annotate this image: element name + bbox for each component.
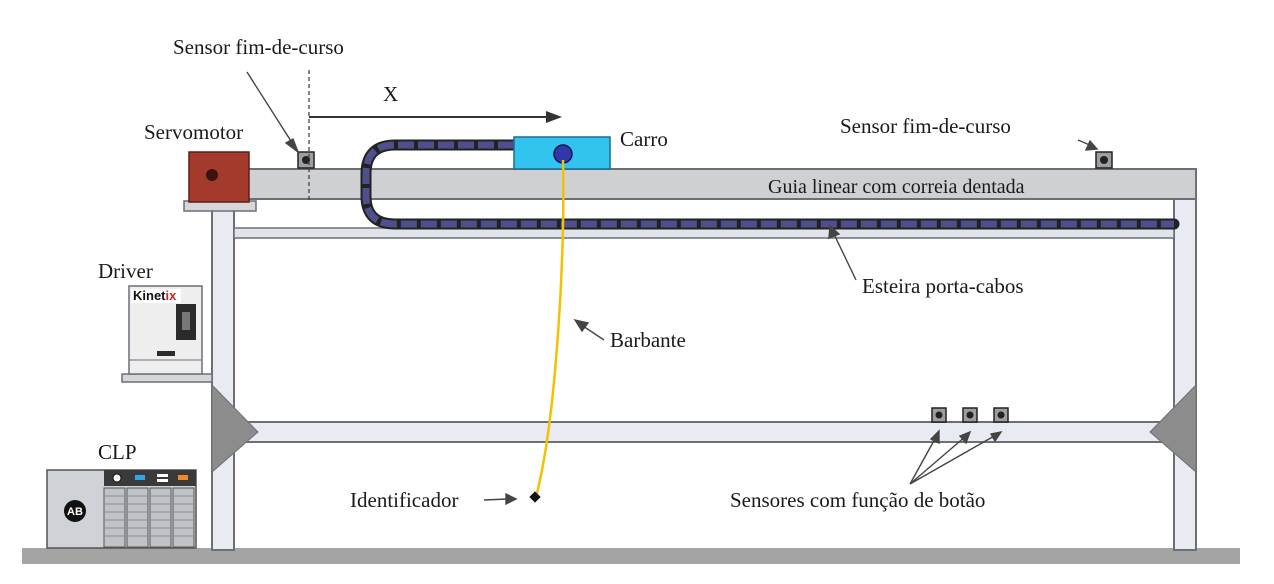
driver-connector [157, 351, 175, 356]
label-sensor-right: Sensor fim-de-curso [840, 114, 1011, 138]
clp-led-blue [135, 475, 145, 480]
label-carro: Carro [620, 127, 668, 151]
clp-dial-icon [112, 473, 122, 483]
clp-led-orange [178, 475, 188, 480]
driver-display-inner [182, 312, 190, 330]
label-x: X [383, 82, 398, 106]
button-sensor-3-dot [997, 411, 1005, 419]
left-post [211, 169, 235, 551]
barbante-string [534, 159, 565, 498]
clp-module-slots [103, 487, 195, 548]
driver-brand-box [131, 289, 181, 303]
arrow-sensor-left [246, 71, 297, 150]
arrow-sensores-1 [909, 436, 937, 485]
ab-logo [64, 500, 86, 522]
label-sensor-left: Sensor fim-de-curso [173, 35, 344, 59]
clp-led-white-1 [157, 474, 168, 477]
lower-beam [233, 421, 1175, 443]
right-gusset [1149, 383, 1197, 474]
cable-chain [362, 141, 1174, 228]
ab-logo-text: AB [67, 506, 83, 518]
right-limit-sensor-dot [1100, 156, 1108, 164]
label-identificador: Identificador [350, 488, 458, 512]
label-clp: CLP [98, 440, 137, 464]
label-guia: Guia linear com correia dentada [768, 176, 1025, 198]
clp-led-white-2 [157, 479, 168, 482]
label-barbante: Barbante [610, 328, 686, 352]
label-sensores-botao: Sensores com função de botão [730, 488, 985, 512]
left-limit-sensor-dot [302, 156, 310, 164]
clp-top-bar [104, 470, 196, 486]
label-servomotor: Servomotor [144, 120, 243, 144]
button-sensor-2-dot [966, 411, 974, 419]
kinetix-logo: Kinetix [133, 288, 177, 303]
linear-guide [211, 168, 1197, 200]
callout-arrows [246, 71, 1099, 506]
driver-shelf [121, 373, 213, 383]
arrow-sensores-2 [909, 435, 967, 485]
arrow-sensores-3 [909, 434, 997, 485]
arrow-esteira [832, 231, 857, 281]
floor [22, 548, 1240, 564]
arrow-identificador [483, 498, 509, 501]
button-sensor-1-dot [935, 411, 943, 419]
servomotor-shaft [206, 169, 218, 181]
label-driver: Driver [98, 259, 153, 283]
left-gusset [211, 383, 259, 474]
label-esteira: Esteira porta-cabos [862, 274, 1024, 298]
identificador-marker [529, 491, 541, 503]
servomotor [188, 151, 250, 203]
x-arrow-head [546, 111, 562, 123]
